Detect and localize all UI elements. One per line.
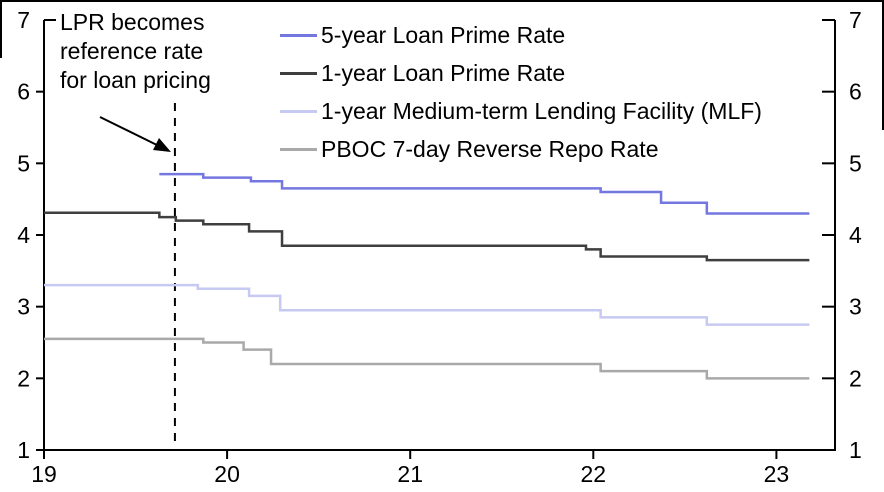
x-axis-tick-label: 19 [31,461,57,487]
legend-line-swatch [280,109,317,113]
legend: 5-year Loan Prime Rate 1-year Loan Prime… [280,16,762,168]
y-axis-tick-label-left: 1 [17,437,30,463]
annotation-line-1: LPR becomes [60,9,205,35]
annotation-arrow-head [153,138,171,152]
series-line-1 [44,211,810,262]
y-axis-tick-label-right: 5 [849,150,862,176]
legend-item: 5-year Loan Prime Rate [280,16,762,54]
y-axis-tick-label-right: 1 [849,437,862,463]
frame-border-right [882,0,884,130]
y-axis-tick-label-left: 7 [17,7,30,33]
annotation-line-3: for loan pricing [60,67,211,93]
frame-border-left [0,0,2,58]
x-axis-tick-label: 23 [764,461,790,487]
y-axis-tick-label-right: 6 [849,79,862,105]
legend-item: 1-year Loan Prime Rate [280,54,762,92]
x-axis-tick-label: 20 [214,461,240,487]
legend-line-swatch [280,71,317,75]
legend-line-swatch [280,147,317,151]
frame-border-top [0,0,884,2]
annotation-text: LPR becomes reference rate for loan pric… [60,8,211,95]
y-axis-tick-label-right: 7 [849,7,862,33]
y-axis-tick-label-right: 4 [849,222,862,248]
series-line-2 [44,283,810,326]
y-axis-tick-label-left: 4 [17,222,30,248]
legend-label: 1-year Loan Prime Rate [321,59,566,86]
series-line-3 [44,337,810,380]
y-axis-tick-label-left: 2 [17,365,30,391]
y-axis-tick-label-left: 5 [17,150,30,176]
legend-item: 1-year Medium-term Lending Facility (MLF… [280,92,762,130]
annotation-arrow-shaft [99,116,164,149]
y-axis-tick-label-right: 2 [849,365,862,391]
y-axis-tick-label-left: 3 [17,294,30,320]
x-axis-tick-label: 21 [397,461,423,487]
y-axis-tick-label-left: 6 [17,79,30,105]
series-line-0 [159,172,810,215]
x-axis-tick-label: 22 [581,461,607,487]
annotation-line-2: reference rate [60,38,204,64]
legend-item: PBOC 7-day Reverse Repo Rate [280,130,762,168]
legend-label: 1-year Medium-term Lending Facility (MLF… [321,97,762,124]
legend-label: PBOC 7-day Reverse Repo Rate [321,135,659,162]
y-axis-tick-label-right: 3 [849,294,862,320]
legend-line-swatch [280,33,317,37]
legend-label: 5-year Loan Prime Rate [321,21,566,48]
